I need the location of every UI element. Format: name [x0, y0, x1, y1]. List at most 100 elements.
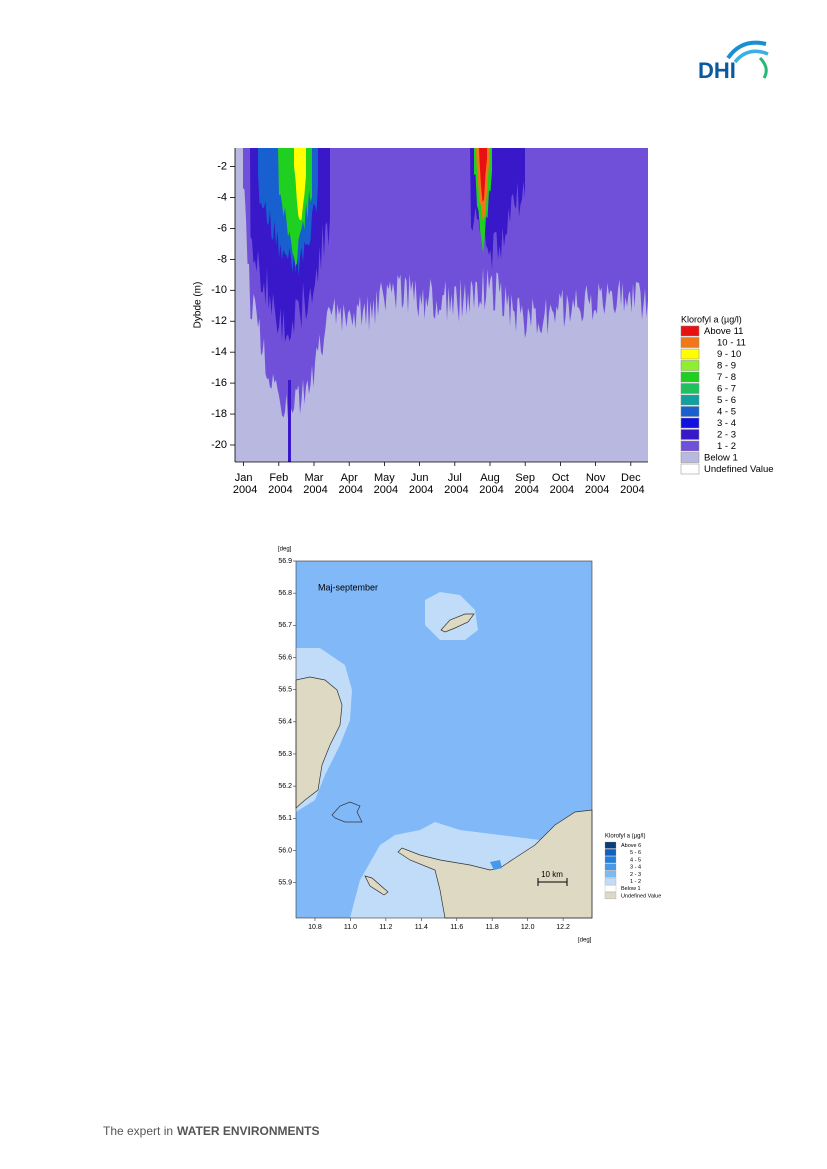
x-tick-label: 11.4: [415, 924, 428, 931]
y-tick-label: 56.9: [278, 558, 292, 565]
legend-label: 2 - 3: [717, 430, 736, 441]
contour-region: [243, 148, 648, 434]
legend-label: 3 - 4: [630, 865, 641, 871]
y-tick-label: 56.4: [278, 719, 292, 726]
legend-swatch: [604, 841, 617, 849]
x-tick-label: Mar 2004: [300, 472, 328, 496]
footer: The expert in WATER ENVIRONMENTS: [103, 1124, 320, 1138]
legend-swatch: [680, 325, 700, 337]
legend-label: 6 - 7: [717, 384, 736, 395]
legend-swatch: [680, 337, 700, 348]
map-land: [397, 809, 593, 919]
map-land: [295, 676, 343, 809]
x-tick-label: 11.8: [486, 924, 499, 931]
legend-title: Klorofyl a (µg/l): [605, 834, 645, 840]
legend-label: 10 - 11: [717, 338, 746, 349]
legend-swatch: [604, 856, 617, 864]
footer-emphasis: WATER ENVIRONMENTS: [177, 1124, 319, 1138]
x-tick-label: Apr 2004: [335, 472, 363, 496]
map-chart: 10 km Maj-september [deg] [deg] Klorofyl…: [278, 547, 661, 944]
legend-swatch: [680, 371, 700, 383]
x-tick-label: Aug 2004: [476, 472, 504, 496]
legend-label: Below 1: [704, 453, 738, 464]
y-tick-label: 56.3: [278, 751, 292, 758]
x-tick-label: Feb 2004: [265, 472, 293, 496]
legend-swatch: [604, 870, 617, 878]
legend-label: 2 - 3: [630, 872, 641, 878]
x-tick-label: 10.8: [308, 924, 322, 931]
x-tick-label: 11.2: [379, 924, 392, 931]
y-tick-label: -18: [211, 408, 227, 420]
map-frame: [295, 560, 593, 919]
logo: DHI: [698, 40, 769, 83]
y-tick-label: 56.2: [278, 783, 292, 790]
y-axis-label: Dybde (m): [193, 282, 204, 329]
y-tick-label: -14: [211, 346, 227, 358]
legend-label: Undefined Value: [704, 464, 774, 475]
map-bay: [490, 860, 502, 870]
y-tick-label: -8: [217, 253, 227, 265]
legend-label: 5 - 6: [717, 395, 736, 406]
x-tick-label: Oct 2004: [547, 472, 575, 496]
footer-text: The expert in: [103, 1124, 173, 1138]
y-tick-label: 56.8: [278, 590, 292, 597]
legend-swatch: [680, 440, 700, 452]
x-tick-label: 11.6: [450, 924, 463, 931]
map-annotation: Maj-september: [318, 582, 378, 592]
legend-swatch: [680, 429, 700, 440]
x-tick-label: Jun 2004: [406, 472, 434, 496]
logo-text: DHI: [698, 58, 736, 83]
map-land: [364, 875, 389, 896]
legend-label: 1 - 2: [717, 441, 736, 452]
legend-label: 8 - 9: [717, 361, 736, 372]
legend-swatch: [604, 877, 617, 885]
map-land: [440, 613, 475, 633]
legend-swatch: [680, 360, 700, 371]
legend-label: Above 6: [621, 843, 641, 849]
legend-label: Below 1: [621, 886, 641, 892]
legend-title: Klorofyl a (µg/l): [681, 314, 742, 324]
contour-region: [294, 148, 306, 221]
y-axis-label: [deg]: [278, 547, 292, 553]
map-island: [331, 801, 363, 823]
legend-swatch: [680, 348, 700, 360]
x-tick-label: Sep 2004: [511, 472, 539, 496]
y-tick-label: -2: [217, 160, 227, 172]
legend-label: 9 - 10: [717, 349, 741, 360]
x-tick-label: 12.0: [521, 924, 535, 931]
scale-label: 10 km: [541, 870, 563, 879]
y-tick-label: -12: [211, 315, 227, 327]
legend-label: 3 - 4: [717, 418, 736, 429]
logo-arc: [758, 56, 768, 79]
legend-swatch: [680, 383, 700, 394]
y-tick-label: 56.1: [278, 815, 292, 822]
contour-streak: [288, 380, 291, 462]
legend-swatch: [604, 885, 617, 892]
y-tick-label: -10: [211, 284, 227, 296]
legend-label: 1 - 2: [630, 879, 641, 885]
y-tick-label: 56.6: [278, 654, 292, 661]
depth-time-chart: -2 -4 -6 -8 -10 -12 -14 -16 -18 -20 Jan 2004 Feb 20…: [211, 148, 774, 496]
y-tick-label: 56.5: [278, 686, 292, 693]
legend-label: Above 11: [704, 326, 743, 337]
legend-swatch: [680, 452, 700, 463]
x-tick-label: 11.0: [344, 924, 357, 931]
x-tick-label: May 2004: [371, 472, 399, 496]
x-axis-label: [deg]: [578, 938, 592, 944]
legend-swatch: [680, 406, 700, 417]
legend-swatch: [604, 849, 617, 856]
y-tick-label: -16: [211, 377, 227, 389]
legend-swatch: [680, 463, 700, 475]
legend-label: 4 - 5: [717, 407, 736, 418]
legend-label: Undefined Value: [621, 893, 661, 899]
legend-swatch: [680, 394, 700, 406]
y-tick-label: -4: [217, 191, 227, 203]
y-tick-label: 56.7: [278, 622, 292, 629]
contour-region: [479, 148, 487, 202]
logo-arc: [733, 49, 769, 64]
x-tick-label: Jul 2004: [441, 472, 469, 496]
legend-label: 7 - 8: [717, 372, 736, 383]
y-tick-label: 55.9: [278, 879, 292, 886]
